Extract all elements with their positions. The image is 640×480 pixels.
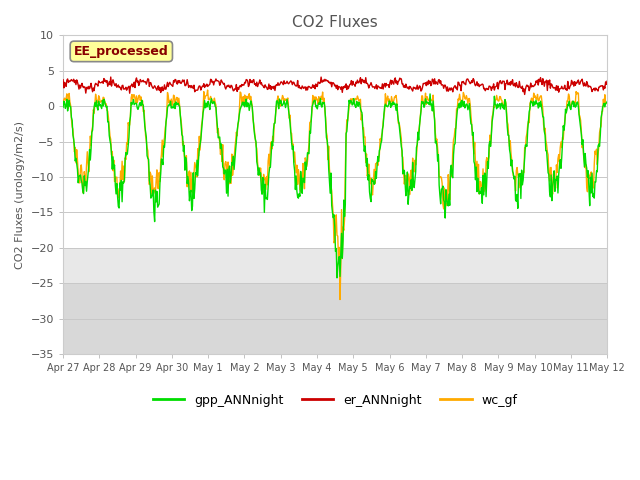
wc_gf xyxy=(419,93,426,99)
er_ANNnight xyxy=(418,87,426,93)
er_ANNnight xyxy=(521,92,529,97)
Line: er_ANNnight: er_ANNnight xyxy=(63,77,607,95)
er_ANNnight xyxy=(60,77,67,83)
gpp_ANNnight xyxy=(402,193,410,199)
gpp_ANNnight xyxy=(333,275,341,281)
wc_gf xyxy=(204,87,211,93)
er_ANNnight xyxy=(604,78,611,84)
gpp_ANNnight xyxy=(604,99,611,105)
er_ANNnight xyxy=(402,81,410,87)
Line: gpp_ANNnight: gpp_ANNnight xyxy=(63,94,607,278)
wc_gf xyxy=(180,151,188,156)
wc_gf xyxy=(403,184,410,190)
Bar xyxy=(63,248,607,283)
gpp_ANNnight xyxy=(69,132,77,138)
gpp_ANNnight xyxy=(426,91,434,97)
Legend: gpp_ANNnight, er_ANNnight, wc_gf: gpp_ANNnight, er_ANNnight, wc_gf xyxy=(148,389,523,412)
wc_gf xyxy=(69,126,77,132)
er_ANNnight xyxy=(181,83,189,88)
wc_gf xyxy=(210,99,218,105)
er_ANNnight xyxy=(69,78,77,84)
wc_gf xyxy=(336,297,344,302)
Bar xyxy=(63,283,607,354)
er_ANNnight xyxy=(107,74,115,80)
er_ANNnight xyxy=(126,90,134,96)
wc_gf xyxy=(604,100,611,106)
er_ANNnight xyxy=(210,82,218,88)
gpp_ANNnight xyxy=(209,101,217,107)
gpp_ANNnight xyxy=(125,135,132,141)
Y-axis label: CO2 Fluxes (urology/m2/s): CO2 Fluxes (urology/m2/s) xyxy=(15,121,25,269)
gpp_ANNnight xyxy=(418,99,426,105)
wc_gf xyxy=(60,100,67,106)
Text: EE_processed: EE_processed xyxy=(74,45,169,58)
Title: CO2 Fluxes: CO2 Fluxes xyxy=(292,15,378,30)
gpp_ANNnight xyxy=(180,143,188,148)
Line: wc_gf: wc_gf xyxy=(63,90,607,300)
gpp_ANNnight xyxy=(60,104,67,110)
wc_gf xyxy=(125,122,132,128)
